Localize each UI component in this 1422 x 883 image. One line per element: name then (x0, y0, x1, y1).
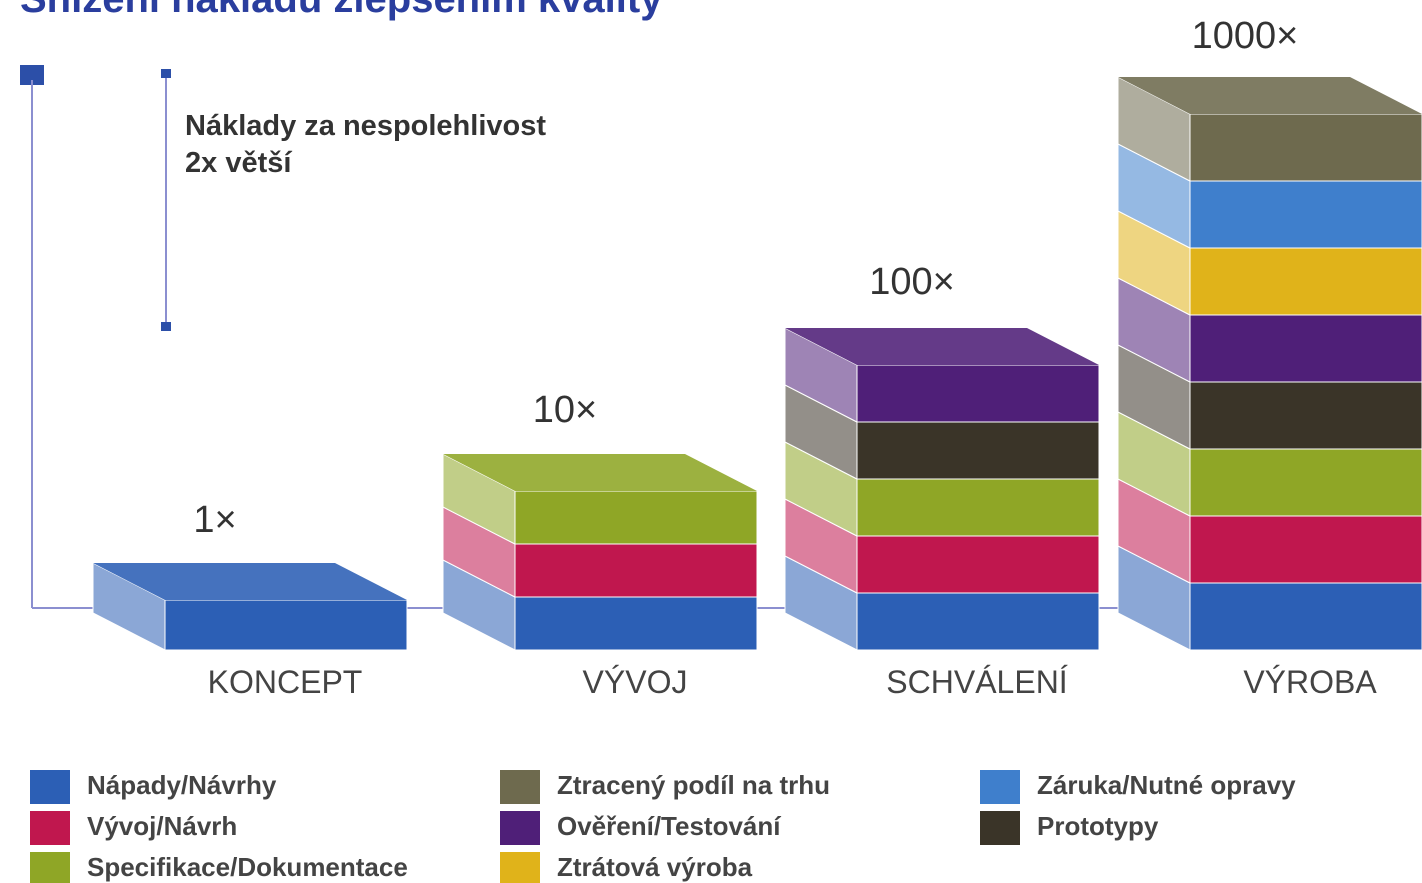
stage-label: KONCEPT (208, 664, 363, 700)
layer-front (1189, 180, 1422, 249)
stage-label: VÝROBA (1243, 664, 1377, 700)
legend-swatch (30, 852, 70, 883)
stage-multiplier: 100× (869, 261, 955, 303)
stage-multiplier: 10× (533, 389, 597, 431)
blocks: 1× KONCEPT 10× VÝVOJ 100× SCHVÁLENÍ 1000× VÝROB… (92, 15, 1422, 700)
layer-top (1118, 77, 1422, 114)
layer-front (1189, 448, 1422, 517)
stage-multiplier: 1× (193, 499, 236, 541)
legend-label: Prototypy (1037, 811, 1159, 841)
layer-top (785, 328, 1099, 365)
layer-front (856, 364, 1100, 423)
stage-multiplier: 1000× (1192, 15, 1299, 57)
stage-label: SCHVÁLENÍ (886, 664, 1068, 700)
layer-front (1189, 314, 1422, 383)
stage-block (442, 453, 758, 651)
legend-swatch (980, 770, 1020, 804)
stage-block (92, 562, 408, 651)
stage-block (784, 327, 1100, 651)
annotation-cap (161, 322, 171, 331)
legend-label: Nápady/Návrhy (87, 770, 277, 800)
stage-label: VÝVOJ (583, 664, 688, 700)
axis-marker (20, 65, 44, 85)
layer-front (856, 478, 1100, 537)
legend-swatch (980, 811, 1020, 845)
legend-swatch (500, 852, 540, 883)
legend-swatch (30, 811, 70, 845)
layer-front (1189, 113, 1422, 182)
annotation: 2x větší (185, 147, 292, 179)
layer-top (443, 454, 757, 491)
legend-label: Ověření/Testování (557, 811, 781, 841)
layer-front (1189, 247, 1422, 316)
annotation: Náklady za nespolehlivost (185, 110, 546, 142)
legend-swatch (30, 770, 70, 804)
layer-top (93, 563, 407, 600)
legend: Nápady/Návrhy Vývoj/Návrh Specifikace/Doku… (30, 770, 1296, 883)
title: Snížení nákladů zlepšením kvality (20, 0, 663, 21)
layer-front (514, 543, 758, 598)
legend-label: Záruka/Nutné opravy (1037, 770, 1296, 800)
legend-label: Specifikace/Dokumentace (87, 852, 408, 882)
legend-label: Vývoj/Návrh (87, 811, 237, 841)
legend-label: Ztracený podíl na trhu (557, 770, 830, 800)
layer-front (856, 535, 1100, 594)
annotation-cap (161, 69, 171, 78)
layer-front (1189, 381, 1422, 450)
legend-swatch (500, 770, 540, 804)
layer-front (514, 596, 758, 651)
layer-front (164, 599, 408, 651)
layer-front (856, 421, 1100, 480)
legend-swatch (500, 811, 540, 845)
layer-front (514, 490, 758, 545)
layer-front (1189, 515, 1422, 584)
layer-front (1189, 582, 1422, 651)
stage-block (1117, 76, 1422, 651)
layer-front (856, 592, 1100, 651)
legend-label: Ztrátová výroba (557, 852, 753, 882)
